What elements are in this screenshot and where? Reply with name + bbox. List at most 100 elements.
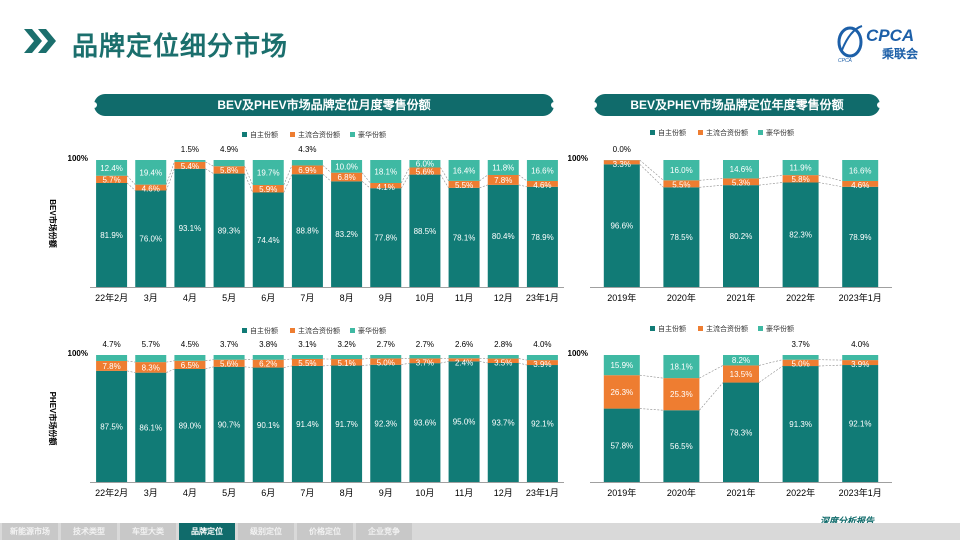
phev_monthly-label-domestic: 87.5% [100, 422, 123, 431]
phev_monthly-bar-豪华份额 [370, 355, 402, 359]
phev_monthly-bar-自主份额 [135, 372, 167, 482]
phev_annual-bar-豪华份额 [842, 355, 879, 361]
bev_annual-label-luxury: 16.6% [849, 166, 872, 175]
bev_monthly-label-luxury: 19.4% [139, 168, 162, 177]
phev_annual-label-domestic: 78.3% [730, 428, 753, 437]
bev_annual-bar-主流合资份额 [842, 180, 879, 187]
bev_monthly-bar-主流合资份额 [252, 185, 284, 193]
bev_monthly-bar-主流合资份额 [370, 182, 402, 189]
bev_monthly-label-domestic: 78.9% [531, 233, 554, 242]
phev_monthly-bar-自主份额 [409, 363, 441, 482]
phev_monthly-label-jv: 5.0% [377, 358, 395, 367]
phev_monthly-label-jv: 5.6% [220, 360, 238, 369]
phev_annual-label-domestic: 91.3% [789, 420, 812, 429]
page-title: 品牌定位细分市场 [72, 31, 289, 61]
cpca-logo-icon: CPCA 乘联会 CPCA [837, 25, 919, 64]
bev_monthly-bar-自主份额 [174, 168, 206, 287]
phev_monthly-ylabel: PHEV市场份额 [48, 392, 58, 446]
bev_monthly-label-luxury: 10.0% [335, 162, 358, 171]
bev_monthly-bar-主流合资份额 [526, 180, 558, 187]
bev_annual-bar-豪华份额 [782, 160, 819, 176]
bev_annual-bar-自主份额 [603, 164, 640, 287]
phev_monthly-bar-豪华份额 [213, 355, 245, 360]
bev_annual-connector [818, 182, 843, 188]
bev_monthly-ylabel: BEV市场份额 [48, 199, 58, 247]
bev_annual-category-label: 2020年 [667, 292, 696, 303]
phev_monthly-bar-自主份额 [331, 365, 363, 482]
phev_monthly-label-jv: 3.5% [494, 359, 512, 368]
phev_monthly-label-domestic: 89.0% [179, 421, 202, 430]
bev_monthly-bar-自主份额 [252, 192, 284, 287]
phev_monthly-label-luxury: 2.7% [416, 340, 434, 349]
phev_monthly-legend: 自主份额 主流合资份额 豪华份额 [242, 326, 386, 335]
tab-技术类型[interactable]: 技术类型 [61, 523, 117, 540]
bev_monthly-legend-swatch-2 [350, 132, 355, 137]
phev_monthly-connector [127, 370, 136, 373]
phev_annual-legend-swatch-1 [698, 326, 703, 331]
bev_annual-bar-主流合资份额 [723, 178, 759, 186]
phev_annual-category-label: 2021年 [726, 487, 755, 498]
tab-车型大类[interactable]: 车型大类 [120, 523, 176, 540]
bottom-tab-bar: 新能源市场 技术类型 车型大类 品牌定位 级别定位 价格定位 企业竞争 [0, 523, 960, 540]
bev_monthly-bar-自主份额 [213, 173, 245, 287]
bev_annual-label-jv: 5.5% [672, 180, 690, 189]
bev_monthly-label-domestic: 80.4% [492, 232, 515, 241]
bev_annual-bar-自主份额 [723, 185, 759, 287]
phev_annual-bar-主流合资份额 [603, 375, 640, 409]
phev_monthly-bar-主流合资份额 [409, 358, 441, 364]
bev_monthly-category-label: 11月 [455, 293, 473, 303]
bev_annual-connector [818, 174, 843, 182]
phev_monthly-bar-主流合资份额 [487, 358, 519, 364]
phev_monthly-connector [401, 362, 410, 366]
tab-企业竞争[interactable]: 企业竞争 [356, 523, 412, 540]
phev_monthly-bar-豪华份额 [409, 355, 441, 359]
bev_annual-label-jv: 4.6% [851, 181, 869, 190]
bev_annual-connector [639, 164, 664, 188]
bev_monthly-connector [440, 174, 449, 188]
bev_monthly-label-domestic: 78.1% [453, 233, 476, 242]
bev_annual-legend-label-1: 主流合资份额 [706, 128, 748, 137]
tab-价格定位[interactable]: 价格定位 [297, 523, 353, 540]
bev_monthly-category-label: 10月 [415, 293, 434, 303]
bev_monthly-bar-自主份额 [526, 186, 558, 287]
bev_annual-label-jv: 5.3% [732, 178, 750, 187]
bev_monthly-label-domestic: 93.1% [179, 224, 202, 233]
bev_monthly-bar-自主份额 [409, 174, 441, 287]
bev_monthly-connector [322, 173, 332, 182]
bev_monthly-connector [165, 168, 175, 191]
bev_annual-connector [699, 178, 724, 181]
bev_monthly-bar-自主份额 [331, 181, 363, 287]
phev_annual-bar-自主份额 [723, 382, 759, 482]
phev_monthly-bar-豪华份额 [96, 355, 128, 361]
tab-品牌定位[interactable]: 品牌定位 [179, 523, 235, 540]
phev_monthly-category-label: 7月 [300, 488, 314, 498]
bev_monthly-legend-swatch-1 [290, 132, 295, 137]
phev_annual-label-luxury: 15.9% [610, 361, 633, 370]
tab-级别定位[interactable]: 级别定位 [238, 523, 294, 540]
bev_monthly-connector [205, 168, 214, 174]
bev_monthly-label-luxury: 16.4% [453, 166, 476, 175]
phev_annual-label-luxury: 4.0% [851, 340, 869, 349]
phev_monthly-category-label: 4月 [183, 488, 197, 498]
phev_monthly-bar-主流合资份额 [448, 358, 480, 362]
bev_monthly-category-label: 23年1月 [526, 292, 559, 303]
phev_monthly-bar-豪华份额 [526, 355, 558, 361]
phev_monthly-label-jv: 8.3% [142, 363, 160, 372]
bev_monthly-bar-豪华份额 [252, 160, 284, 186]
bev_monthly-label-luxury: 4.3% [298, 145, 316, 154]
phev_monthly-label-luxury: 3.7% [220, 340, 238, 349]
bev_monthly-connector [400, 167, 410, 184]
bev_monthly-bar-主流合资份额 [213, 166, 245, 174]
logo-mark-text: CPCA [838, 58, 853, 64]
phev_annual-label-domestic: 92.1% [849, 420, 872, 429]
tab-新能源市场[interactable]: 新能源市场 [2, 523, 58, 540]
phev_monthly-label-domestic: 90.1% [257, 421, 280, 430]
phev_monthly-label-domestic: 91.7% [335, 420, 358, 429]
phev_monthly-category-label: 10月 [415, 488, 434, 498]
chevron-right-icon [24, 29, 56, 53]
phev_monthly-category-label: 6月 [261, 488, 275, 498]
bev_monthly-bar-豪华份额 [487, 160, 519, 175]
bev_monthly-label-jv: 5.6% [416, 167, 434, 176]
bev_monthly-connector [440, 167, 449, 181]
phev_annual-legend-label-1: 主流合资份额 [706, 324, 748, 333]
